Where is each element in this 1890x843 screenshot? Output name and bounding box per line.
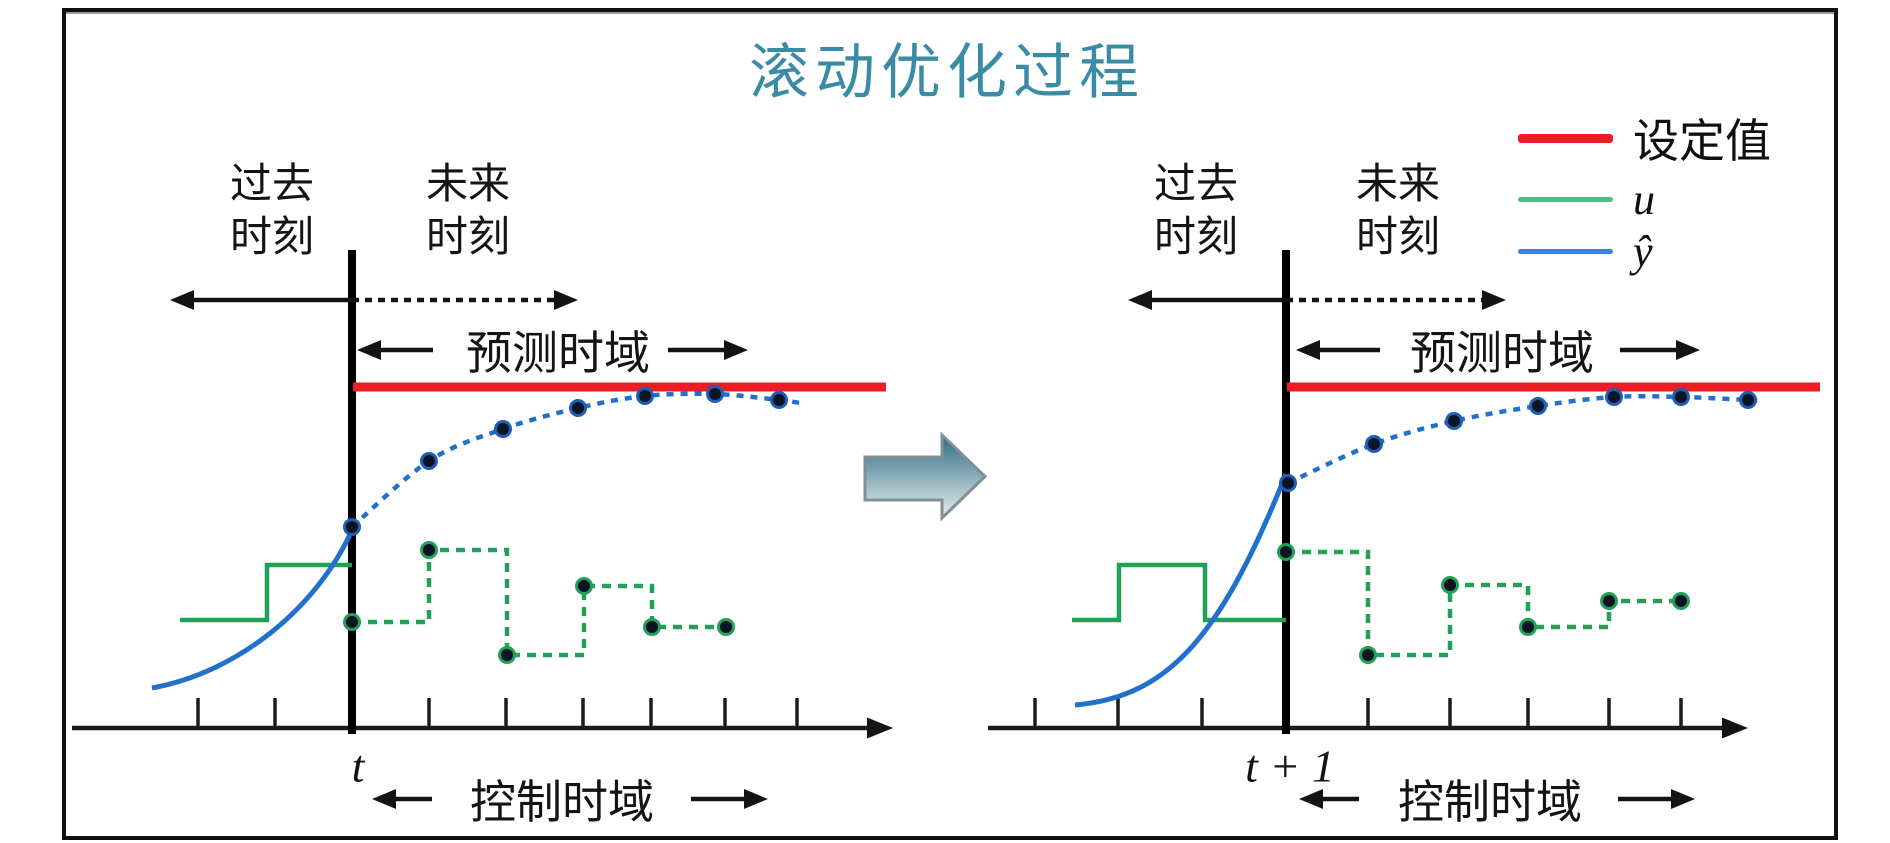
legend-label-setpoint: 设定值 — [1633, 116, 1771, 167]
time-tick-label-1: t + 1 — [1245, 740, 1335, 792]
diagram-title: 滚动优化过程 — [749, 40, 1145, 106]
legend-item-u: u — [1518, 174, 1655, 224]
time-tick-label-0: t — [351, 740, 365, 792]
control-horizon-label-1: 控制时域 — [1398, 777, 1582, 828]
legend-item-setpoint: 设定值 — [1518, 114, 1771, 167]
legend-item-yhat: ŷ — [1518, 226, 1653, 276]
legend-swatch-setpoint — [1518, 133, 1613, 143]
prediction-horizon-label-0: 预测时域 — [466, 328, 650, 379]
legend-label-u: u — [1633, 174, 1655, 224]
future-time-label-1: 未来 时刻 — [1355, 162, 1441, 261]
legend-swatch-yhat — [1518, 248, 1613, 254]
prediction-horizon-label-1: 预测时域 — [1410, 328, 1594, 379]
past-time-label-0: 过去 时刻 — [229, 162, 315, 261]
past-time-label-1: 过去 时刻 — [1153, 162, 1239, 261]
future-time-label-0: 未来 时刻 — [425, 162, 511, 261]
legend-label-yhat: ŷ — [1633, 226, 1653, 276]
outer-frame — [62, 8, 1838, 840]
control-horizon-label-0: 控制时域 — [470, 777, 654, 828]
legend-swatch-u — [1518, 196, 1613, 202]
